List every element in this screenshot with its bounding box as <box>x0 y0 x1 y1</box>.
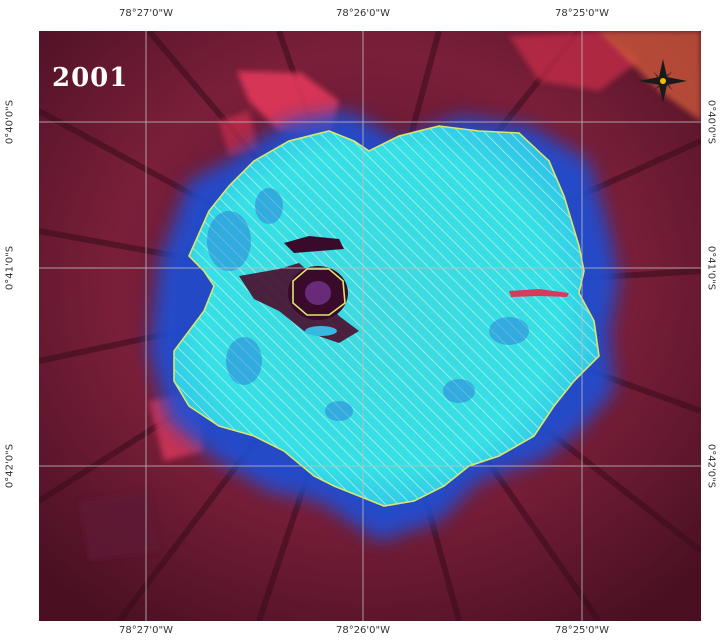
latitude-tick-right-3: 0°42'0"S <box>705 443 717 489</box>
longitude-tick-top-3: 78°25'0"W <box>554 8 610 19</box>
longitude-tick-bottom-2: 78°26'0"W <box>335 625 391 636</box>
latitude-tick-left-3: 0°42'0"S <box>4 443 16 489</box>
longitude-tick-bottom-3: 78°25'0"W <box>554 625 610 636</box>
longitude-tick-bottom-1: 78°27'0"W <box>118 625 174 636</box>
summit-crater <box>288 266 348 336</box>
latitude-tick-left-1: 0°40'0"S <box>4 99 16 145</box>
glacier-hatching <box>174 126 599 506</box>
east-streak <box>509 289 569 297</box>
satellite-map <box>39 31 701 621</box>
north-arrow-icon <box>639 59 687 103</box>
glacier-outline <box>173 125 600 507</box>
latitude-tick-left-2: 0°41'0"S <box>4 245 16 291</box>
longitude-tick-top-2: 78°26'0"W <box>335 8 391 19</box>
year-label: 2001 <box>52 63 129 93</box>
crater-ridge <box>284 236 344 253</box>
glacier-texture <box>207 188 529 421</box>
latitude-tick-right-1: 0°40'0"S <box>705 99 717 145</box>
longitude-tick-top-1: 78°27'0"W <box>118 8 174 19</box>
graticule <box>39 31 701 621</box>
latitude-tick-right-2: 0°41'0"S <box>705 245 717 291</box>
